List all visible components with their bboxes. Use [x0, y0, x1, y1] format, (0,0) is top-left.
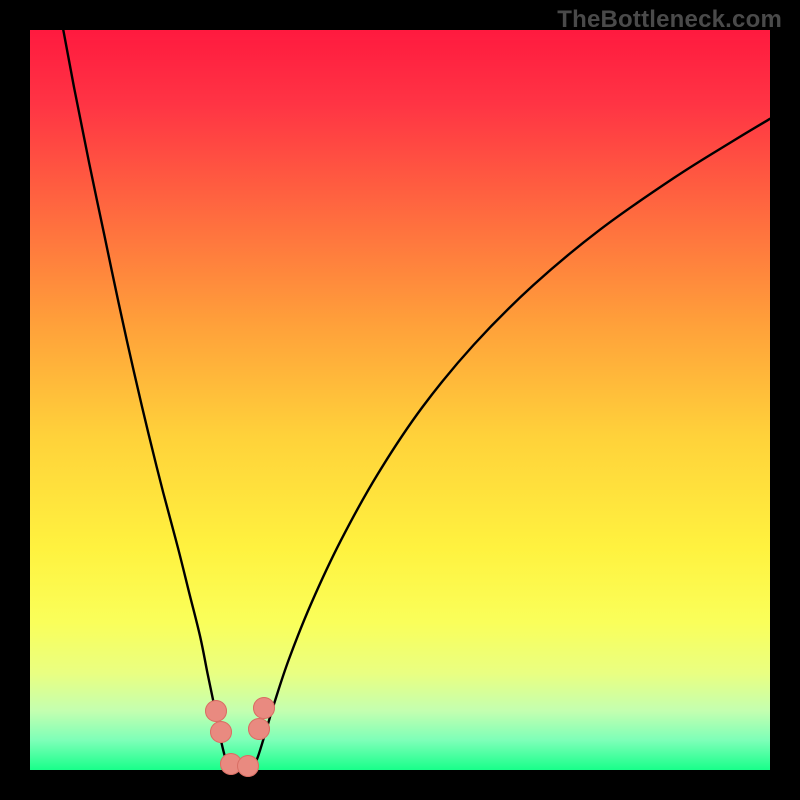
- curve-right: [252, 119, 770, 770]
- chart-stage: TheBottleneck.com: [0, 0, 800, 800]
- marker-dot: [253, 697, 275, 719]
- marker-dot: [237, 755, 259, 777]
- marker-dot: [248, 718, 270, 740]
- marker-dot: [210, 721, 232, 743]
- curves-layer: [0, 0, 800, 800]
- curve-left: [63, 30, 230, 770]
